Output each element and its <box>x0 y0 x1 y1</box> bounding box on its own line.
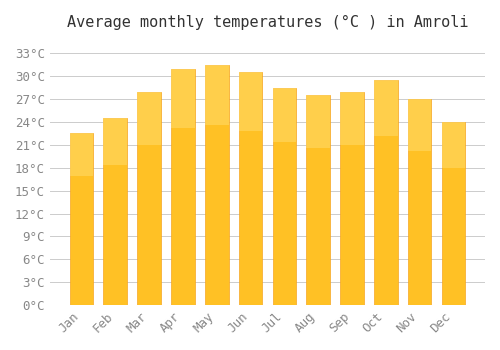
Bar <box>272 88 296 142</box>
Bar <box>171 69 194 128</box>
Bar <box>238 72 262 131</box>
Bar <box>306 95 330 148</box>
Bar <box>340 91 364 145</box>
Bar <box>171 69 194 305</box>
Title: Average monthly temperatures (°C ) in Amroli: Average monthly temperatures (°C ) in Am… <box>66 15 468 30</box>
Bar <box>104 118 127 165</box>
Bar <box>205 65 229 305</box>
Bar <box>306 95 330 305</box>
Bar <box>442 122 465 305</box>
Bar <box>374 80 398 305</box>
Bar <box>104 118 127 305</box>
Bar <box>138 91 161 305</box>
Bar <box>442 122 465 168</box>
Bar <box>340 91 364 305</box>
Bar <box>408 99 432 305</box>
Bar <box>408 99 432 150</box>
Bar <box>238 72 262 305</box>
Bar <box>138 91 161 145</box>
Bar <box>70 133 94 176</box>
Bar <box>70 133 94 305</box>
Bar <box>205 65 229 125</box>
Bar <box>272 88 296 305</box>
Bar <box>374 80 398 136</box>
